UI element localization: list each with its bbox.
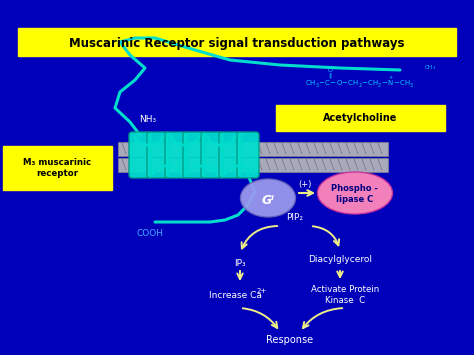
Text: O: O [328, 67, 332, 72]
Text: Response: Response [266, 335, 314, 345]
Ellipse shape [240, 179, 295, 217]
Text: (+): (+) [298, 180, 312, 189]
FancyBboxPatch shape [237, 132, 259, 178]
Text: Gⁱ: Gⁱ [262, 193, 274, 207]
FancyBboxPatch shape [201, 132, 223, 178]
Text: COOH: COOH [137, 229, 164, 237]
Text: $\|$: $\|$ [328, 71, 332, 81]
FancyBboxPatch shape [129, 132, 151, 178]
Text: Increase Ca: Increase Ca [209, 290, 262, 300]
FancyBboxPatch shape [219, 132, 241, 178]
Text: $\rm CH_3$: $\rm CH_3$ [424, 64, 436, 72]
Text: NH₃: NH₃ [139, 115, 156, 125]
Text: IP₃: IP₃ [234, 258, 246, 268]
Bar [118, 142, 388, 156]
Text: Activate Protein
Kinase  C: Activate Protein Kinase C [311, 285, 379, 305]
Bar [118, 158, 388, 172]
Text: M₃ muscarinic
receptor: M₃ muscarinic receptor [23, 158, 91, 179]
Text: $\rm CH_3\!-\!C\!-\!O\!-\!CH_2\!-\!CH_2\!-\!\overset{+}{N}\!-\!CH_3$: $\rm CH_3\!-\!C\!-\!O\!-\!CH_2\!-\!CH_2\… [305, 75, 415, 89]
Ellipse shape [318, 172, 392, 214]
FancyBboxPatch shape [147, 132, 169, 178]
FancyBboxPatch shape [276, 105, 445, 131]
FancyBboxPatch shape [183, 132, 205, 178]
FancyBboxPatch shape [3, 146, 112, 190]
Text: Diacylglycerol: Diacylglycerol [308, 256, 372, 264]
FancyBboxPatch shape [18, 28, 456, 56]
Text: PIP₂: PIP₂ [286, 213, 303, 223]
Text: Muscarinic Receptor signal transduction pathways: Muscarinic Receptor signal transduction … [69, 38, 405, 50]
Text: Acetylcholine: Acetylcholine [323, 113, 397, 123]
Text: 2+: 2+ [257, 288, 267, 294]
Text: Phospho -
lipase C: Phospho - lipase C [331, 184, 379, 204]
FancyBboxPatch shape [165, 132, 187, 178]
